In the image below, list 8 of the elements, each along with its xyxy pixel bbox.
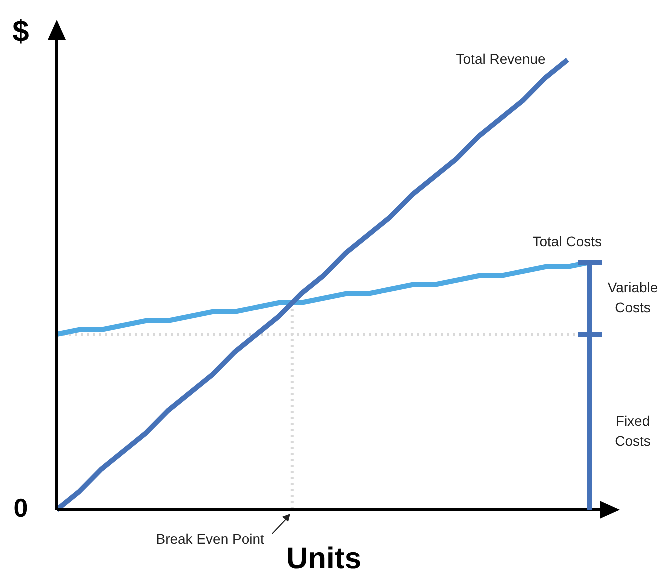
text: Break Even Point [156,530,265,547]
y-axis-title: $ [12,15,30,48]
series-label: Total Costs [532,233,602,250]
series-label: Total Revenue [456,50,546,67]
text: 0 [14,493,28,524]
text: Fixed Costs [615,413,651,450]
x-axis-title: Units [286,542,362,573]
text: Variable Costs [608,279,658,316]
